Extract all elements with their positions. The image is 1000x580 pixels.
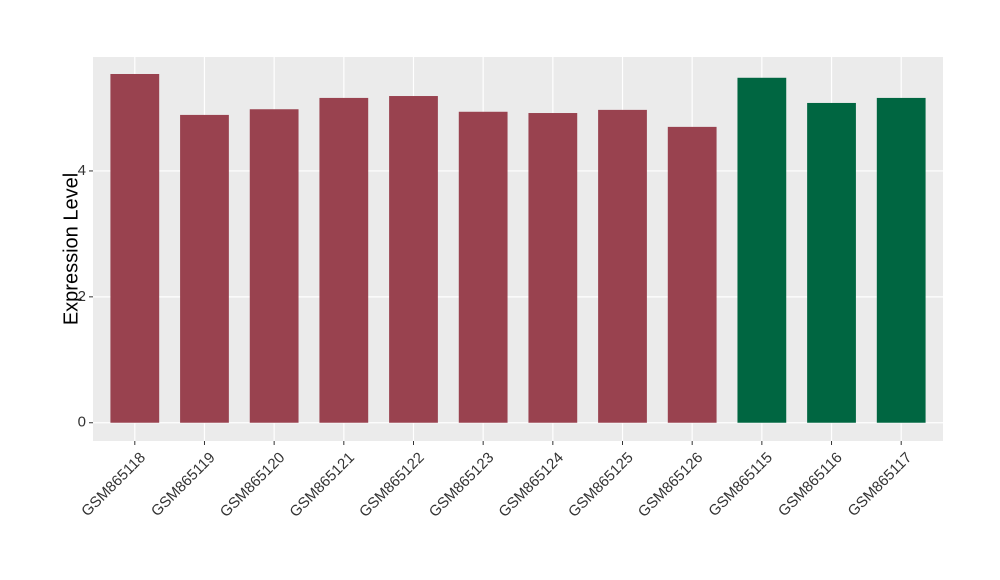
y-tick-label: 2	[78, 288, 86, 305]
bar	[389, 96, 438, 423]
x-tick-label: GSM865125	[565, 449, 637, 521]
y-tick-label: 0	[78, 414, 86, 431]
x-tick-label: GSM865120	[217, 449, 289, 521]
bar	[598, 109, 647, 423]
bar	[319, 97, 369, 423]
bar	[876, 97, 926, 423]
x-tick-label: GSM865115	[705, 449, 776, 520]
x-tick-label: GSM865124	[495, 449, 567, 521]
bar	[528, 113, 578, 423]
x-tick-label: GSM865122	[356, 449, 428, 521]
x-tick-label: GSM865121	[286, 449, 358, 521]
bar	[737, 77, 787, 423]
x-tick-label: GSM865116	[775, 449, 846, 520]
bar	[180, 114, 229, 423]
x-tick-label: GSM865119	[148, 449, 219, 520]
x-tick-label: GSM865118	[78, 449, 149, 520]
y-axis-label: Expression Level	[60, 173, 82, 325]
bar	[249, 109, 299, 423]
x-tick-label: GSM865117	[845, 449, 916, 520]
bar	[667, 126, 717, 423]
bar	[807, 102, 856, 423]
plot-panel	[93, 57, 943, 441]
y-tick-label: 4	[78, 162, 86, 179]
bar	[458, 111, 508, 423]
x-tick-label: GSM865123	[426, 449, 498, 521]
bar	[110, 73, 160, 423]
x-tick-label: GSM865126	[635, 449, 707, 521]
